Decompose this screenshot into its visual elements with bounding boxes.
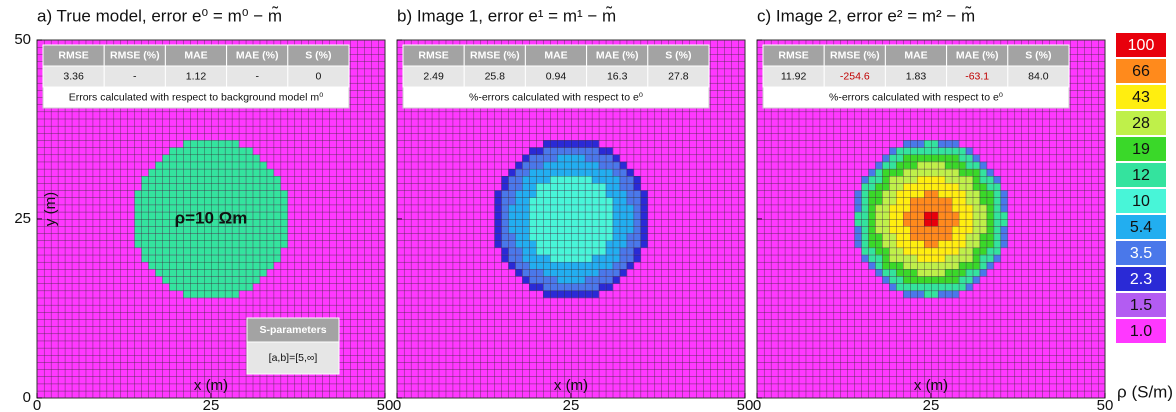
legend-box-title: S-parameters <box>259 324 326 336</box>
x-tick-label: 50 <box>377 397 394 412</box>
colorbar-label: 1.0 <box>1130 323 1152 340</box>
table-cell: - <box>133 70 137 82</box>
table-cell: 2.49 <box>423 70 444 82</box>
table-cell: 0.94 <box>546 70 567 82</box>
table-header: RMSE <box>418 49 448 61</box>
table-header: MAE <box>904 49 927 61</box>
table-cell: 1.83 <box>906 70 927 82</box>
x-tick-label: 0 <box>33 397 41 412</box>
colorbar-label: 12 <box>1132 167 1150 184</box>
table-cell-bg <box>647 65 710 88</box>
colorbar-label: 5.4 <box>1130 219 1152 236</box>
panel-title: b) Image 1, error e¹ = m¹ − m̃ <box>397 6 616 26</box>
x-axis-label: x (m) <box>194 377 228 394</box>
colorbar-label: 3.5 <box>1130 245 1152 262</box>
table-header: RMSE <box>778 49 808 61</box>
x-tick-label: 25 <box>563 397 580 412</box>
table-header: MAE (%) <box>596 49 639 61</box>
table-header: RMSE (%) <box>830 49 880 61</box>
table-cell: 11.92 <box>781 70 807 82</box>
colorbar-label: 19 <box>1132 141 1150 158</box>
x-tick-label: 50 <box>1097 397 1114 412</box>
y-tick-label: 50 <box>14 31 31 48</box>
table-cell: - <box>255 70 259 82</box>
colorbar-label: 2.3 <box>1130 271 1152 288</box>
colorbar-swatch <box>1116 137 1166 161</box>
table-note: %-errors calculated with respect to e⁰ <box>469 91 643 103</box>
colorbar-label: 43 <box>1132 89 1150 106</box>
table-cell: 1.12 <box>186 70 207 82</box>
colorbar-label: 1.5 <box>1130 297 1152 314</box>
table-cell-bg <box>287 65 350 88</box>
table-cell: 0 <box>315 70 321 82</box>
table-header: MAE <box>184 49 207 61</box>
table-cell-bg <box>1007 65 1070 88</box>
table-header: RMSE (%) <box>470 49 520 61</box>
y-tick-label: 0 <box>23 389 31 406</box>
colorbar-label: 28 <box>1132 115 1150 132</box>
x-axis-label: x (m) <box>554 377 588 394</box>
table-header: RMSE <box>58 49 88 61</box>
colorbar-label: 66 <box>1132 63 1150 80</box>
colorbar-swatch <box>1116 215 1166 239</box>
table-header: S (%) <box>665 49 691 61</box>
table-header: RMSE (%) <box>110 49 160 61</box>
annotation: ρ=10 Ωm <box>175 208 248 227</box>
table-header: S (%) <box>1025 49 1051 61</box>
colorbar-swatch <box>1116 293 1166 317</box>
x-tick-label: 25 <box>923 397 940 412</box>
colorbar-swatch <box>1116 111 1166 135</box>
table-cell: 25.8 <box>485 70 506 82</box>
x-tick-label: 25 <box>203 397 220 412</box>
x-tick-label: 50 <box>737 397 754 412</box>
legend-box-text: [a,b]=[5,∞] <box>269 352 318 364</box>
colorbar-swatch <box>1116 59 1166 83</box>
colorbar-label: 100 <box>1128 37 1155 54</box>
table-note: %-errors calculated with respect to e⁰ <box>829 91 1003 103</box>
y-tick-label: 25 <box>14 210 31 227</box>
x-tick-label: 0 <box>393 397 401 412</box>
colorbar-swatch <box>1116 241 1166 265</box>
table-header: MAE (%) <box>956 49 999 61</box>
colorbar-swatch <box>1116 267 1166 291</box>
colorbar-title: ρ (S/m) <box>1117 382 1173 401</box>
table-header: MAE (%) <box>236 49 279 61</box>
table-cell: 16.3 <box>607 70 628 82</box>
colorbar-swatch <box>1116 33 1166 57</box>
table-cell: 3.36 <box>63 70 84 82</box>
table-note: Errors calculated with respect to backgr… <box>69 91 324 103</box>
colorbar-swatch <box>1116 189 1166 213</box>
legend-box-header <box>246 317 340 343</box>
table-cell: -254.6 <box>840 70 870 82</box>
panel-title: c) Image 2, error e² = m² − m̃ <box>757 6 975 26</box>
x-tick-label: 0 <box>753 397 761 412</box>
colorbar-swatch <box>1116 85 1166 109</box>
x-axis-label: x (m) <box>914 377 948 394</box>
colorbar-label: 10 <box>1132 193 1150 210</box>
table-cell: -63.1 <box>965 70 989 82</box>
table-cell: 27.8 <box>668 70 689 82</box>
panel-title: a) True model, error e⁰ = m⁰ − m̃ <box>37 6 282 26</box>
y-axis-label: y (m) <box>42 192 59 226</box>
colorbar-swatch <box>1116 319 1166 343</box>
table-header: S (%) <box>305 49 331 61</box>
colorbar-swatch <box>1116 163 1166 187</box>
table-header: MAE <box>544 49 567 61</box>
table-cell: 84.0 <box>1028 70 1049 82</box>
